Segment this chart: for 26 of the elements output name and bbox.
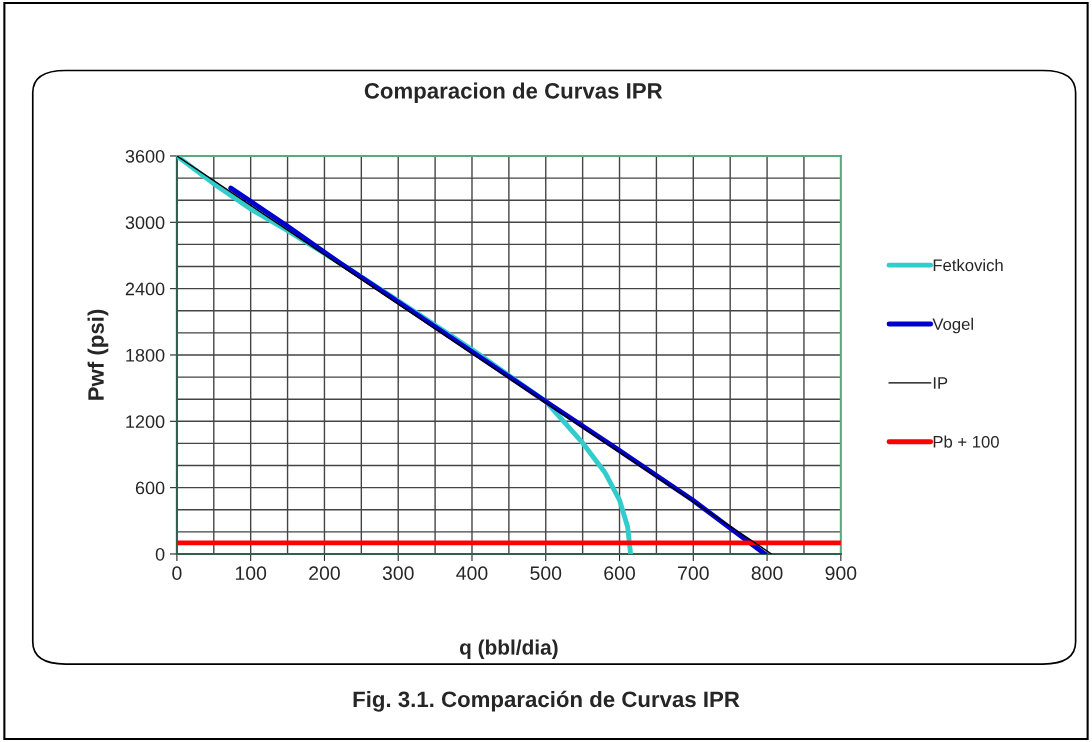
x-tick-label: 0 (172, 566, 182, 581)
x-tick-label: 500 (530, 566, 562, 581)
x-tick-label: 600 (604, 566, 635, 581)
y-tick-label: 3600 (125, 149, 165, 163)
y-tick-label: 3000 (125, 216, 165, 230)
y-tick-label: 600 (135, 481, 165, 495)
y-tick-label: 2400 (125, 282, 165, 296)
x-tick-label: 700 (678, 566, 709, 581)
x-tick-label: 900 (825, 566, 857, 581)
x-tick-label: 300 (382, 566, 414, 581)
x-tick-label: 200 (309, 566, 340, 581)
legend-label: Pb + 100 (933, 435, 999, 448)
legend-label: Vogel (932, 317, 973, 334)
y-axis-title: Pwf (psi) (87, 309, 109, 400)
x-tick-label: 100 (235, 566, 267, 581)
chart-title: Comparacion de Curvas IPR (364, 82, 663, 104)
line-series (228, 185, 768, 554)
legend-label: IP (933, 377, 948, 389)
x-axis-title: q (bbl/dia) (459, 639, 558, 659)
x-tick-label: 800 (751, 566, 783, 581)
x-tick-label: 400 (456, 566, 488, 581)
y-tick-label: 1200 (126, 415, 165, 429)
y-tick-label: 0 (155, 547, 165, 561)
caption: Fig. 3.1. Comparación de Curvas IPR (353, 690, 740, 712)
y-tick-label: 1800 (126, 348, 165, 362)
legend-label: Fetkovich (933, 258, 1003, 272)
